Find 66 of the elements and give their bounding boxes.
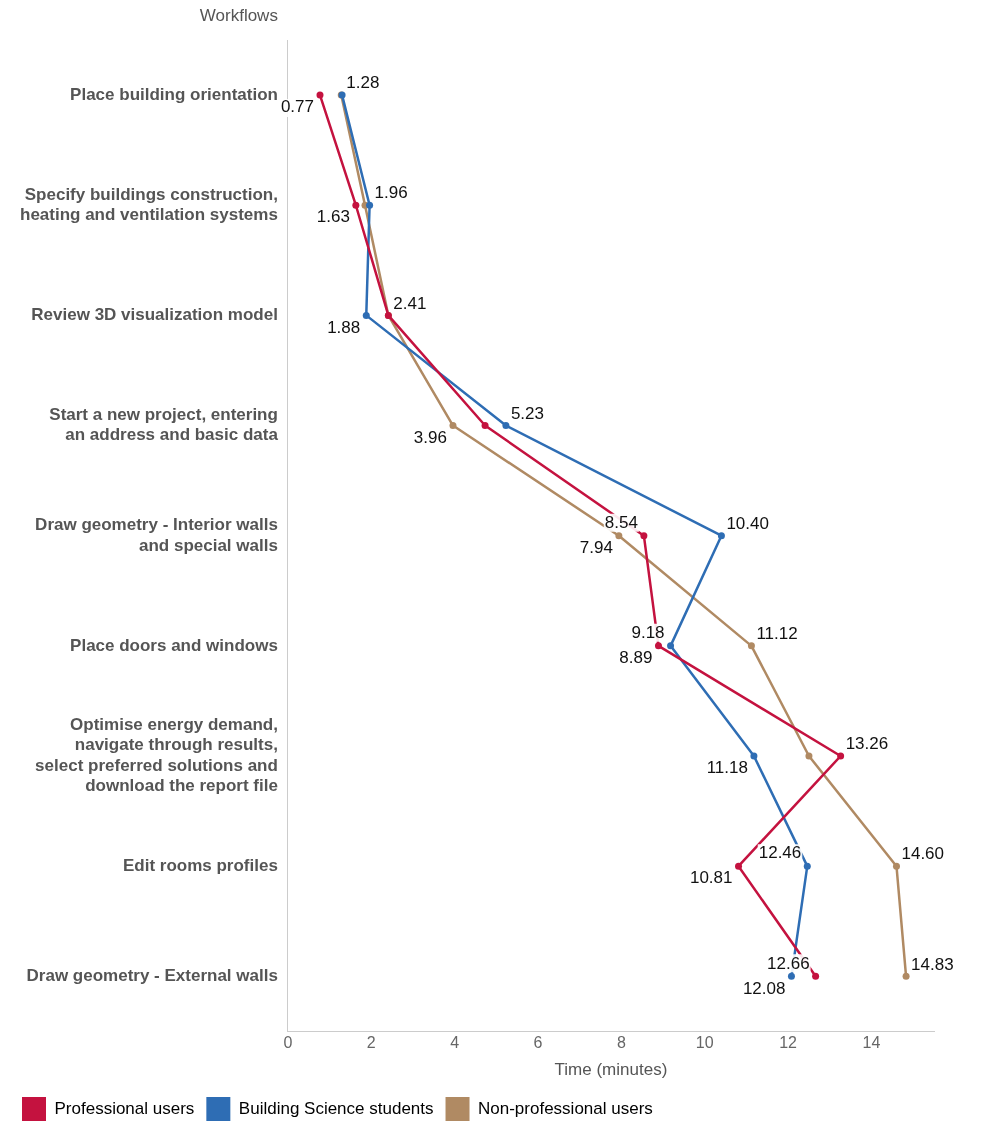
data-label: 12.66 — [767, 953, 810, 973]
data-label: 7.94 — [579, 537, 613, 557]
point — [787, 972, 795, 980]
x-tick-label: 14 — [862, 1034, 881, 1052]
point — [316, 91, 324, 99]
data-label: 14.83 — [911, 954, 954, 974]
y-axis-title: Workflows — [199, 6, 278, 26]
point — [717, 532, 725, 540]
x-tick-label: 4 — [450, 1034, 460, 1052]
x-axis-title: Time (minutes) — [554, 1060, 668, 1080]
x-tick-label: 6 — [533, 1034, 543, 1052]
legend-label: Professional users — [54, 1098, 195, 1118]
data-label: 11.18 — [706, 758, 748, 778]
data-label: 10.81 — [689, 868, 733, 888]
point — [750, 752, 758, 760]
y-tick-label: Review 3D visualization model — [31, 305, 278, 325]
y-tick-label: Optimise energy demand, navigate through results, select preferred solutions and download the report file — [35, 715, 278, 796]
legend-label: Non-professional users — [478, 1098, 653, 1118]
point — [805, 752, 813, 760]
data-label: 2.41 — [393, 293, 427, 313]
point — [735, 862, 742, 870]
x-tick-label: 2 — [366, 1034, 376, 1052]
y-tick-label: Place building orientation — [70, 84, 278, 104]
point — [654, 642, 662, 650]
point — [812, 972, 820, 980]
point — [667, 642, 675, 650]
point — [481, 422, 489, 430]
y-tick-label: Draw geometry - External walls — [26, 966, 278, 986]
y-tick-label: Start a new project, entering an address and basic data — [49, 405, 279, 445]
data-label: 12.08 — [742, 978, 786, 998]
data-label: 3.96 — [413, 427, 447, 447]
point — [640, 532, 648, 540]
point — [837, 752, 845, 760]
data-label: 0.77 — [280, 97, 314, 117]
data-label: 1.96 — [374, 183, 408, 203]
legend-label: Building Science students — [238, 1098, 434, 1118]
point — [449, 422, 457, 430]
x-tick-label: 8 — [616, 1034, 626, 1052]
data-label: 8.54 — [604, 512, 638, 532]
point — [362, 311, 370, 319]
point — [747, 642, 755, 650]
point — [502, 422, 510, 430]
point — [892, 862, 900, 870]
x-tick-label: 0 — [283, 1034, 293, 1052]
y-tick-label: Edit rooms profiles — [122, 855, 278, 875]
point — [366, 201, 374, 209]
data-label: 1.63 — [316, 207, 350, 227]
y-tick-label: Draw geometry - Interior walls and special walls — [35, 515, 278, 555]
data-label: 5.23 — [510, 403, 544, 423]
x-tick-label: 12 — [779, 1034, 798, 1052]
data-label: 12.46 — [758, 843, 802, 863]
y-tick-label: Place doors and windows — [70, 635, 278, 655]
y-tick-label: Specify buildings construction, heating and ventilation systems — [19, 184, 278, 225]
data-label: 10.40 — [726, 513, 769, 533]
data-label: 13.26 — [845, 734, 889, 754]
data-label: 1.28 — [346, 73, 380, 93]
point — [803, 862, 811, 870]
data-label: 8.89 — [619, 648, 653, 668]
data-label: 11.12 — [756, 624, 798, 644]
x-tick-label: 10 — [695, 1034, 714, 1052]
point — [902, 972, 910, 980]
point — [615, 532, 623, 540]
data-label: 1.88 — [327, 317, 361, 337]
data-label: 14.60 — [901, 844, 945, 864]
data-label: 9.18 — [631, 623, 665, 643]
point — [352, 201, 360, 209]
